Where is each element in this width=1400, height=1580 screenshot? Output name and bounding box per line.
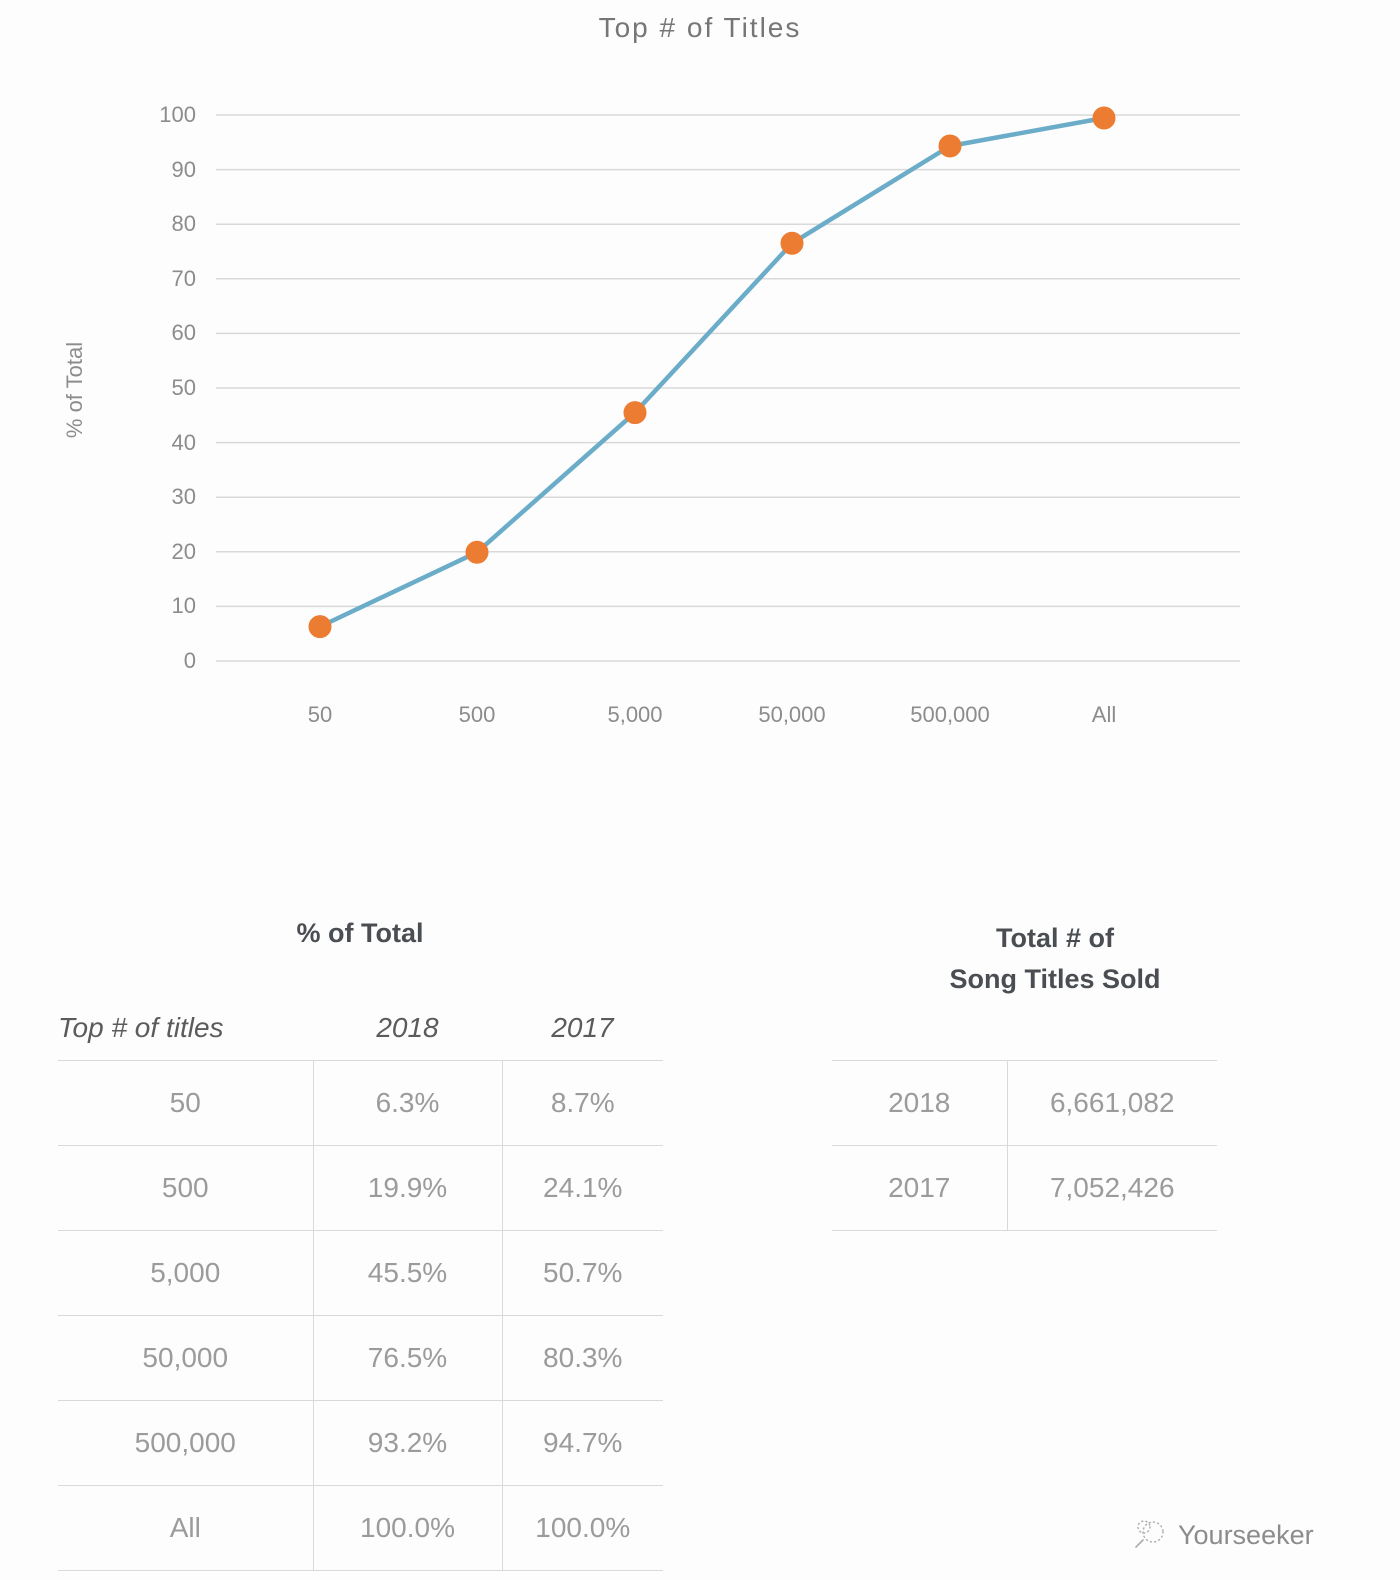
svg-text:40: 40 <box>172 430 196 455</box>
svg-text:60: 60 <box>172 320 196 345</box>
svg-text:80: 80 <box>172 211 196 236</box>
svg-text:5,000: 5,000 <box>607 702 662 727</box>
svg-text:20: 20 <box>172 539 196 564</box>
svg-text:% of Total: % of Total <box>62 342 87 438</box>
svg-text:90: 90 <box>172 157 196 182</box>
svg-text:50: 50 <box>172 375 196 400</box>
svg-text:500: 500 <box>459 702 496 727</box>
svg-text:All: All <box>1092 702 1116 727</box>
svg-text:100: 100 <box>159 102 196 127</box>
svg-text:30: 30 <box>172 484 196 509</box>
svg-text:10: 10 <box>172 593 196 618</box>
svg-text:0: 0 <box>184 648 196 673</box>
svg-text:70: 70 <box>172 266 196 291</box>
svg-text:50: 50 <box>308 702 332 727</box>
svg-text:50,000: 50,000 <box>758 702 825 727</box>
svg-text:500,000: 500,000 <box>910 702 990 727</box>
